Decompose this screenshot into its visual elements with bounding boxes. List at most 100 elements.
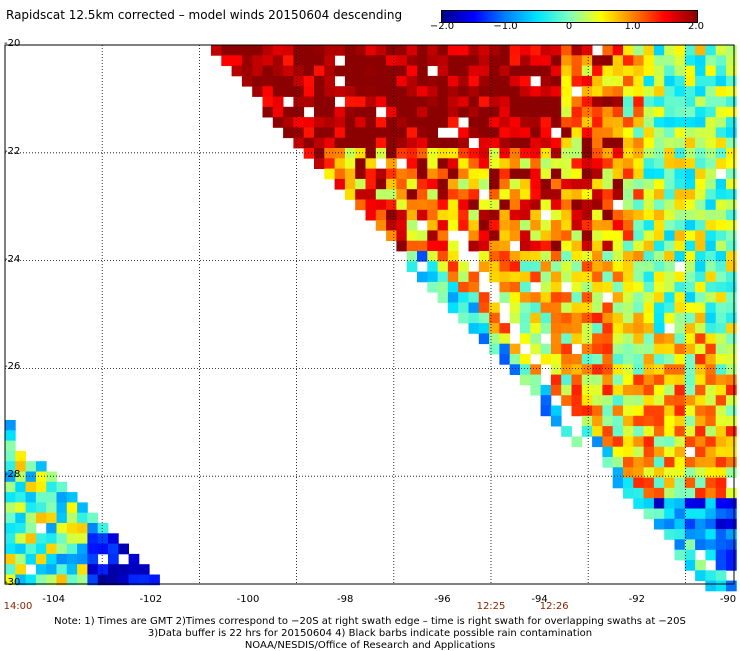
wind-difference-cell bbox=[314, 96, 325, 108]
wind-difference-cell bbox=[540, 354, 552, 365]
wind-difference-cell bbox=[581, 158, 593, 169]
wind-difference-cell bbox=[355, 106, 366, 118]
wind-difference-cell bbox=[643, 65, 655, 77]
colorbar-tick-label: −2.0 bbox=[429, 21, 455, 32]
wind-difference-cell bbox=[478, 117, 490, 128]
wind-difference-cell bbox=[705, 477, 717, 489]
wind-difference-cell bbox=[550, 333, 562, 345]
wind-difference-cell bbox=[623, 467, 634, 478]
wind-difference-cell bbox=[561, 127, 572, 139]
wind-difference-cell bbox=[417, 137, 428, 149]
wind-difference-cell bbox=[344, 127, 356, 139]
wind-difference-cell bbox=[664, 106, 675, 118]
wind-difference-cell bbox=[684, 415, 696, 427]
wind-difference-cell bbox=[489, 312, 500, 324]
wind-difference-cell bbox=[592, 343, 603, 355]
wind-difference-cell bbox=[715, 137, 727, 149]
swath-time-label: 14:00 bbox=[3, 601, 33, 612]
wind-difference-cell bbox=[726, 560, 737, 571]
wind-difference-cell bbox=[653, 457, 665, 468]
wind-difference-cell bbox=[633, 230, 644, 242]
wind-difference-cell bbox=[643, 55, 655, 66]
wind-difference-cell bbox=[458, 96, 469, 108]
wind-difference-cell bbox=[695, 251, 706, 262]
wind-difference-cell bbox=[643, 45, 655, 56]
wind-difference-cell bbox=[623, 487, 634, 499]
wind-difference-cell bbox=[674, 127, 686, 139]
wind-difference-cell bbox=[530, 199, 541, 211]
wind-difference-cell bbox=[499, 343, 511, 355]
wind-difference-cell bbox=[726, 261, 737, 272]
wind-difference-cell bbox=[15, 461, 26, 472]
wind-difference-cell bbox=[324, 158, 335, 169]
wind-difference-cell bbox=[592, 436, 603, 448]
wind-difference-cell bbox=[344, 158, 356, 169]
wind-difference-cell bbox=[5, 481, 16, 493]
wind-difference-cell bbox=[221, 45, 232, 56]
wind-difference-cell bbox=[581, 395, 593, 406]
wind-difference-cell bbox=[478, 178, 490, 190]
wind-difference-cell bbox=[530, 106, 541, 118]
wind-difference-cell bbox=[705, 65, 717, 77]
wind-difference-cell bbox=[509, 148, 521, 159]
wind-difference-cell bbox=[468, 292, 480, 303]
wind-difference-cell bbox=[561, 106, 572, 118]
wind-difference-cell bbox=[406, 65, 418, 77]
wind-difference-cell bbox=[633, 96, 644, 108]
wind-difference-cell bbox=[314, 106, 325, 118]
wind-difference-cell bbox=[530, 148, 541, 159]
wind-difference-cell bbox=[355, 137, 366, 149]
wind-difference-cell bbox=[664, 189, 675, 200]
wind-difference-cell bbox=[705, 96, 717, 108]
wind-difference-cell bbox=[705, 549, 717, 561]
wind-difference-cell bbox=[334, 45, 346, 56]
wind-difference-cell bbox=[726, 333, 737, 345]
wind-difference-cell bbox=[540, 75, 552, 87]
wind-difference-cell bbox=[602, 323, 614, 334]
wind-difference-cell bbox=[643, 117, 655, 128]
wind-difference-cell bbox=[355, 199, 366, 211]
wind-difference-cell bbox=[602, 106, 614, 118]
wind-difference-cell bbox=[530, 137, 541, 149]
wind-difference-cell bbox=[437, 292, 449, 303]
wind-difference-cell bbox=[674, 302, 686, 314]
longitude-label: -96 bbox=[434, 594, 451, 605]
wind-difference-cell bbox=[540, 302, 552, 314]
wind-difference-cell bbox=[674, 281, 686, 293]
wind-difference-cell bbox=[612, 86, 624, 97]
wind-difference-cell bbox=[314, 158, 325, 169]
wind-difference-cell bbox=[396, 117, 408, 128]
wind-difference-cell bbox=[386, 168, 397, 180]
wind-difference-cell bbox=[386, 137, 397, 149]
wind-difference-cell bbox=[365, 189, 377, 200]
wind-difference-cell bbox=[726, 426, 737, 437]
wind-difference-cell bbox=[386, 86, 397, 97]
wind-difference-cell bbox=[695, 189, 706, 200]
wind-difference-cell bbox=[386, 45, 397, 56]
wind-difference-cell bbox=[283, 55, 294, 66]
wind-difference-cell bbox=[684, 436, 696, 448]
wind-difference-cell bbox=[252, 55, 263, 66]
wind-difference-cell bbox=[447, 209, 459, 221]
wind-difference-cell bbox=[633, 86, 644, 97]
wind-difference-cell bbox=[478, 292, 490, 303]
wind-difference-cell bbox=[458, 148, 469, 159]
wind-difference-cell bbox=[530, 333, 541, 345]
wind-difference-cell bbox=[427, 240, 438, 252]
wind-difference-cell bbox=[726, 117, 737, 128]
wind-difference-cell bbox=[674, 230, 686, 242]
wind-difference-cell bbox=[561, 323, 572, 334]
wind-difference-cell bbox=[726, 137, 737, 149]
wind-difference-cell bbox=[550, 364, 562, 375]
wind-difference-cell bbox=[623, 220, 634, 231]
wind-difference-cell bbox=[684, 271, 696, 283]
wind-difference-cell bbox=[550, 240, 562, 252]
wind-difference-cell bbox=[56, 481, 68, 493]
wind-difference-cell bbox=[499, 158, 511, 169]
wind-difference-cell bbox=[77, 523, 88, 534]
wind-difference-cell bbox=[623, 45, 634, 56]
wind-difference-cell bbox=[509, 209, 521, 221]
wind-difference-cell bbox=[684, 251, 696, 262]
wind-difference-cell bbox=[726, 271, 737, 283]
wind-difference-cell bbox=[489, 251, 500, 262]
